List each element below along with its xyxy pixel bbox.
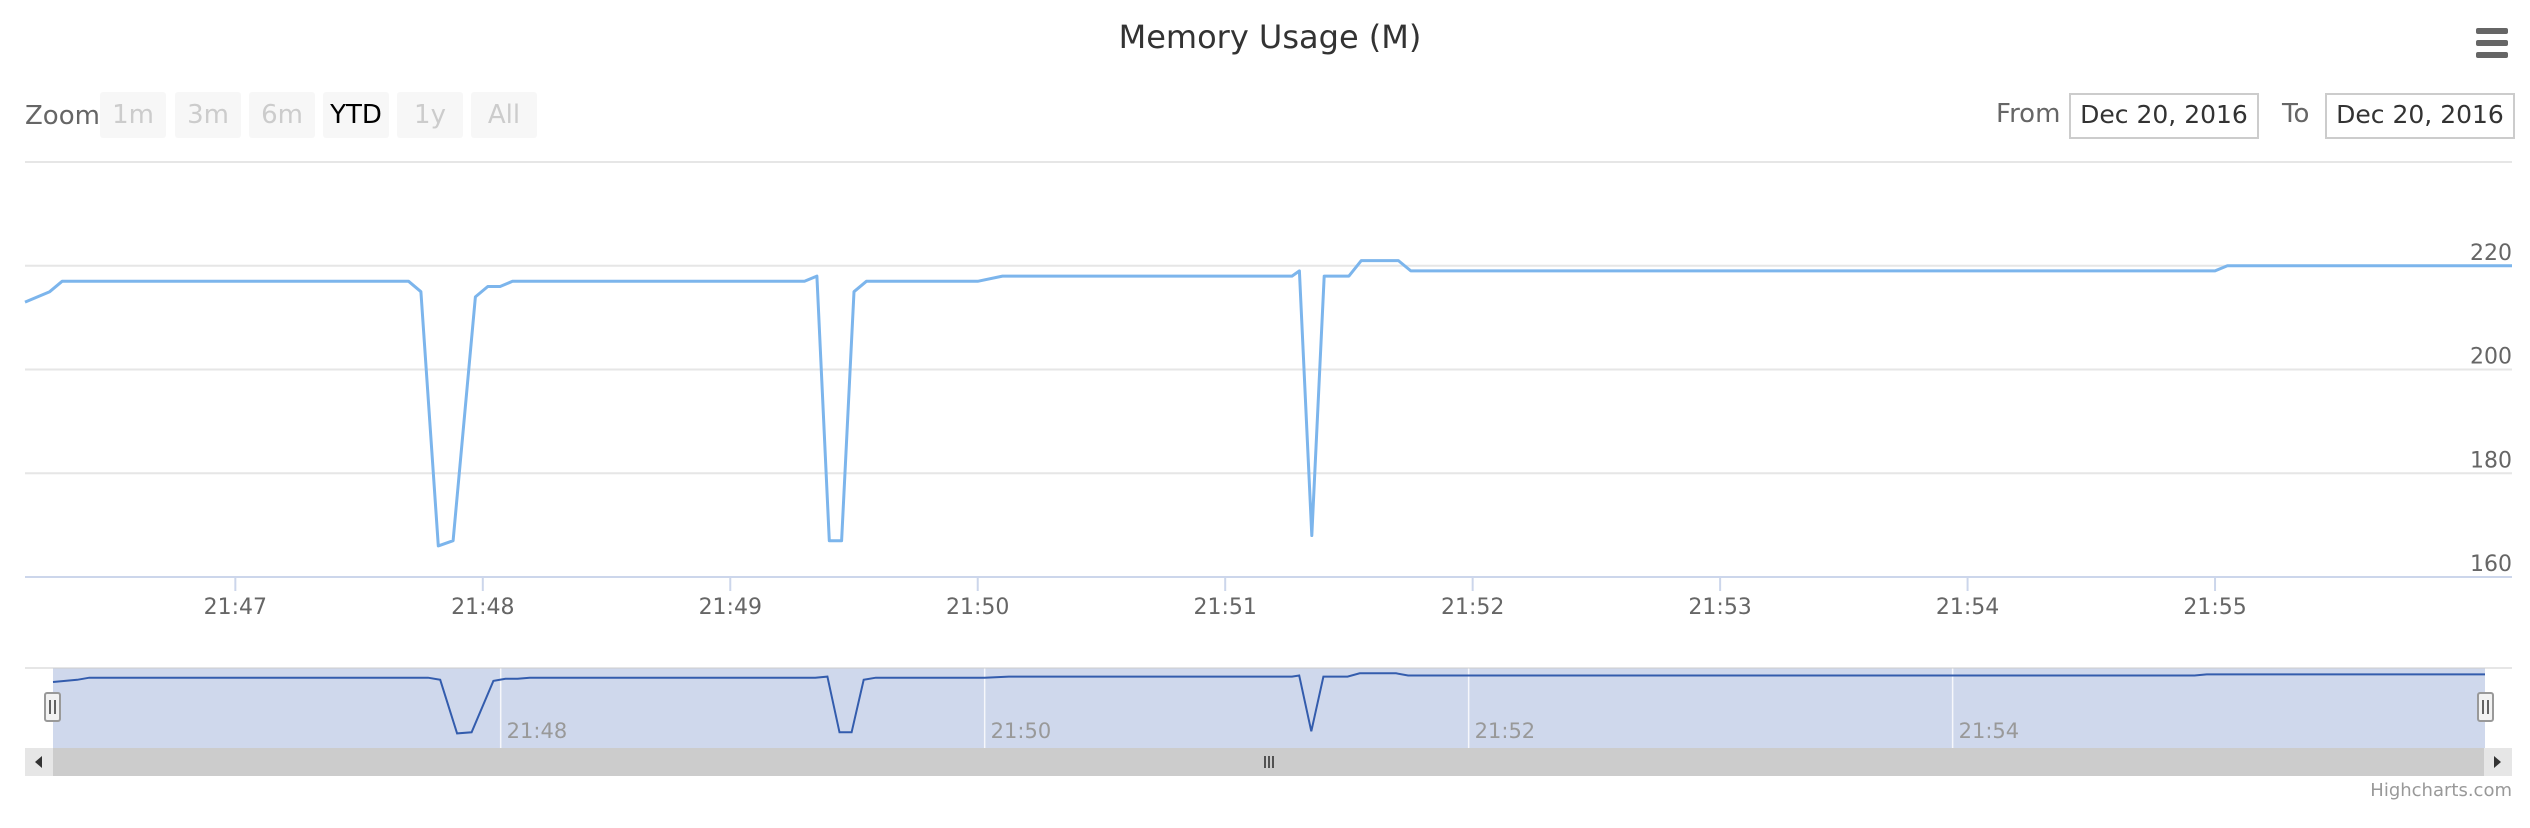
from-date-value: Dec 20, 2016: [2080, 100, 2248, 129]
navigator-axis: 21:48 21:50 21:52 21:54: [499, 668, 2020, 748]
navigator-handle-right[interactable]: [2477, 692, 2494, 722]
navigator-tick-label: 21:52: [1475, 719, 1536, 743]
hamburger-menu-icon[interactable]: [2472, 20, 2512, 62]
zoom-button-label: 1m: [112, 100, 154, 130]
zoom-button-3m[interactable]: 3m: [175, 92, 241, 138]
zoom-button-label: All: [488, 100, 520, 130]
navigator[interactable]: 21:48 21:50 21:52 21:54: [25, 667, 2512, 748]
x-tick-label: 21:54: [1936, 595, 1999, 620]
y-tick-label: 180: [2470, 448, 2512, 473]
to-label: To: [2281, 99, 2309, 129]
arrow-left-icon[interactable]: [25, 748, 53, 776]
y-tick-label: 220: [2470, 241, 2512, 266]
x-tick-label: 21:50: [946, 595, 1009, 620]
y-axis: 160 180 200 220: [2470, 241, 2512, 577]
zoom-button-ytd[interactable]: YTD: [323, 92, 389, 138]
y-tick-label: 200: [2470, 345, 2512, 370]
arrow-right-icon[interactable]: [2484, 748, 2512, 776]
zoom-button-label: 1y: [414, 100, 446, 130]
grip-icon: [1264, 756, 1274, 768]
zoom-button-label: 3m: [187, 100, 229, 130]
y-tick-label: 160: [2470, 552, 2512, 577]
navigator-series: [52, 672, 2485, 735]
navigator-tick-label: 21:54: [1959, 719, 2020, 743]
grid-lines: [25, 161, 2512, 475]
credits-link[interactable]: Highcharts.com: [2370, 780, 2512, 801]
chart-title: Memory Usage (M): [1119, 18, 1422, 56]
zoom-button-label: YTD: [329, 100, 382, 130]
zoom-button-1m[interactable]: 1m: [100, 92, 166, 138]
zoom-label: Zoom: [25, 101, 100, 131]
navigator-tick-label: 21:48: [507, 719, 568, 743]
zoom-button-all[interactable]: All: [471, 92, 537, 138]
navigator-mask[interactable]: [53, 668, 2485, 748]
zoom-button-label: 6m: [261, 100, 303, 130]
x-tick-label: 21:55: [2183, 595, 2246, 620]
x-tick-label: 21:52: [1441, 595, 1504, 620]
series-line: [24, 259, 2512, 548]
scrollbar[interactable]: [25, 748, 2512, 776]
x-tick-label: 21:51: [1193, 595, 1256, 620]
navigator-handle-left[interactable]: [44, 692, 61, 722]
x-tick-label: 21:53: [1688, 595, 1751, 620]
x-tick-label: 21:49: [699, 595, 762, 620]
zoom-button-1y[interactable]: 1y: [397, 92, 463, 138]
to-date-input[interactable]: Dec 20, 2016: [2325, 93, 2515, 139]
x-tick-label: 21:47: [204, 595, 267, 620]
navigator-tick-label: 21:50: [991, 719, 1052, 743]
to-date-value: Dec 20, 2016: [2336, 100, 2504, 129]
from-label: From: [1996, 99, 2060, 129]
from-date-input[interactable]: Dec 20, 2016: [2069, 93, 2259, 139]
x-axis: 21:47 21:48 21:49 21:50 21:51 21:52 21:53 21:54…: [204, 577, 2247, 620]
x-tick-label: 21:48: [451, 595, 514, 620]
zoom-button-6m[interactable]: 6m: [249, 92, 315, 138]
